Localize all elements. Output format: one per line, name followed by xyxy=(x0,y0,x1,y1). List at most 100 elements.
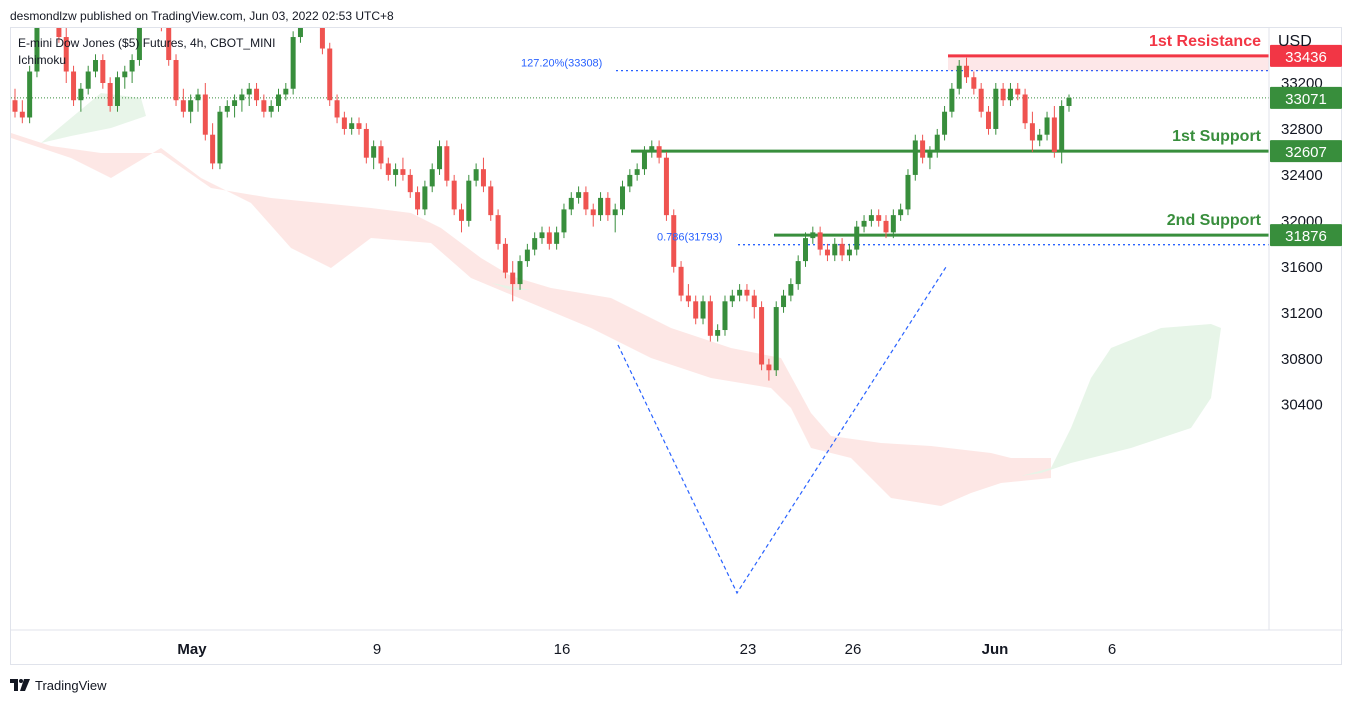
candle-body xyxy=(107,83,113,106)
candle-body xyxy=(993,88,999,129)
candle-body xyxy=(876,215,882,221)
candle-body xyxy=(136,28,142,61)
candle-body xyxy=(985,111,991,129)
candle-body xyxy=(788,284,794,296)
candle-body xyxy=(663,157,669,216)
level-label: 2nd Support xyxy=(1167,212,1262,229)
axes: 3320032800324003200031600312003080030400… xyxy=(11,28,1343,658)
candle-body xyxy=(19,111,25,118)
candle-body xyxy=(861,220,867,227)
candle-body xyxy=(341,117,347,129)
candle-body xyxy=(737,289,743,296)
price-label-text: 31876 xyxy=(1285,228,1327,245)
candle-body xyxy=(349,123,355,129)
level-label: 1st Resistance xyxy=(1149,33,1261,50)
candle-body xyxy=(898,209,904,216)
candle-body xyxy=(129,60,135,72)
level-lines xyxy=(11,54,1269,246)
candle-body xyxy=(883,220,889,233)
candle-body xyxy=(195,94,201,101)
candle-body xyxy=(795,261,801,285)
tradingview-logo-icon xyxy=(10,679,30,691)
time-tick-label: 9 xyxy=(373,641,381,658)
candle-body xyxy=(400,169,406,175)
candle-body xyxy=(634,169,640,175)
harmonic-pattern-line xyxy=(617,266,947,595)
time-tick-label: 23 xyxy=(740,641,757,658)
candle-body xyxy=(956,65,962,89)
price-tick-label: 32800 xyxy=(1281,121,1323,138)
candle-body xyxy=(1022,94,1028,124)
candle-body xyxy=(393,169,399,175)
candle-body xyxy=(385,163,391,175)
candlestick-chart[interactable]: 127.20%(33308) 0.786(31793) 1st Resistance… xyxy=(11,28,1343,666)
candle-body xyxy=(268,105,274,112)
price-label-box xyxy=(1270,44,1342,67)
candle-body xyxy=(100,60,106,83)
fib-label-786: 0.786(31793) xyxy=(657,232,722,244)
candle-body xyxy=(583,192,589,210)
candle-body xyxy=(429,169,435,187)
candle-body xyxy=(1044,117,1050,135)
candle-body xyxy=(473,169,479,181)
candle-body xyxy=(832,243,838,256)
price-tick-label: 32400 xyxy=(1281,167,1323,184)
candle-body xyxy=(93,60,99,72)
candle-body xyxy=(27,71,33,118)
candle-body xyxy=(422,186,428,210)
candle-body xyxy=(56,28,62,38)
price-label-box xyxy=(1270,86,1342,109)
candle-body xyxy=(964,65,970,78)
candle-body xyxy=(261,100,267,112)
candle-body xyxy=(641,151,647,170)
candle-body xyxy=(846,249,852,256)
currency-label[interactable]: USD xyxy=(1278,33,1312,50)
symbol-label: E-mini Dow Jones ($5) Futures, 4h, CBOT_… xyxy=(18,36,276,50)
candle-body xyxy=(495,215,501,244)
price-label-text: 33071 xyxy=(1285,91,1327,108)
bullish-cloud-june xyxy=(1021,324,1221,476)
candle-body xyxy=(568,197,574,210)
candle-body xyxy=(239,94,245,101)
candle-body xyxy=(546,232,552,244)
chart-frame[interactable]: 127.20%(33308) 0.786(31793) 1st Resistance… xyxy=(10,27,1343,666)
candle-body xyxy=(744,289,750,296)
candle-body xyxy=(722,301,728,331)
candle-body xyxy=(210,134,216,164)
candle-body xyxy=(510,272,516,285)
candle-body xyxy=(685,295,691,302)
candle-body xyxy=(773,307,779,371)
candle-body xyxy=(590,209,596,216)
candle-body xyxy=(781,295,787,308)
candle-body xyxy=(868,215,874,221)
candle-body xyxy=(1015,88,1021,95)
time-tick-label: May xyxy=(177,641,207,658)
candle-body xyxy=(620,186,626,210)
candle-body xyxy=(1051,117,1057,152)
time-tick-label: Jun xyxy=(982,641,1009,658)
price-tick-label: 31200 xyxy=(1281,305,1323,322)
candle-body xyxy=(290,37,296,89)
ichimoku-cloud xyxy=(11,93,1221,506)
candle-body xyxy=(363,128,369,158)
candle-body xyxy=(1029,123,1035,141)
candle-body xyxy=(934,134,940,152)
candle-body xyxy=(539,232,545,239)
time-tick-label: 16 xyxy=(554,641,571,658)
candle-body xyxy=(224,105,230,112)
candle-body xyxy=(715,330,721,336)
candle-body xyxy=(927,151,933,158)
candle-body xyxy=(283,88,289,95)
time-tick-label: 6 xyxy=(1108,641,1116,658)
bearish-cloud xyxy=(11,133,1051,506)
footer: TradingView xyxy=(10,676,107,694)
chart-title: E-mini Dow Jones ($5) Futures, 4h, CBOT_… xyxy=(18,35,275,69)
candle-body xyxy=(766,364,772,371)
candle-body xyxy=(327,48,333,101)
candle-body xyxy=(554,232,560,244)
candle-body xyxy=(524,249,530,262)
candle-body xyxy=(458,209,464,221)
candle-body xyxy=(1066,97,1072,106)
candle-body xyxy=(890,215,896,233)
time-tick-label: 26 xyxy=(845,641,862,658)
